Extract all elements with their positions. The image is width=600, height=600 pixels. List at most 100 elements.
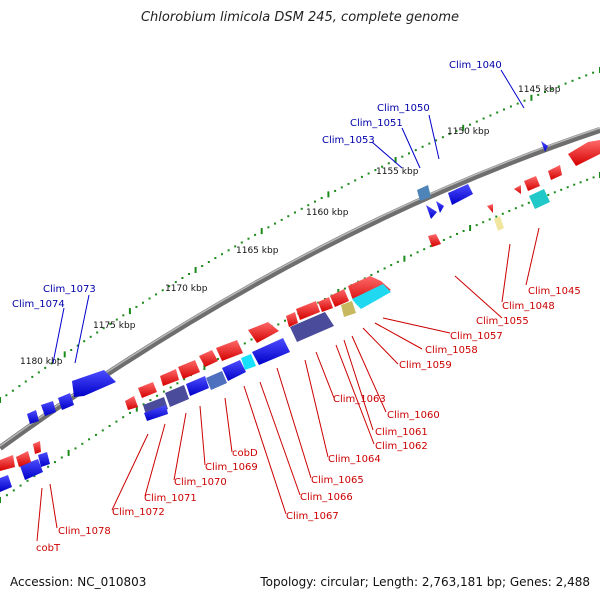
label-clim-1061[interactable]: Clim_1061	[375, 427, 428, 438]
gene-clim-1045-b[interactable]	[548, 165, 562, 180]
gene-clim-1061[interactable]	[330, 289, 349, 307]
outer-tick	[314, 200, 316, 203]
gene-clim-1074[interactable]	[41, 401, 56, 416]
gene-clim-1066[interactable]	[252, 338, 290, 365]
label-clim-1050[interactable]: Clim_1050	[377, 103, 430, 114]
outer-tick	[44, 366, 47, 369]
label-clim-1074[interactable]: Clim_1074	[12, 299, 65, 310]
gene-clim-1073-b[interactable]	[58, 393, 74, 410]
outer-tick	[89, 335, 92, 338]
gene-clim-1059[interactable]	[352, 284, 391, 309]
label-cobT[interactable]: cobT	[36, 543, 61, 554]
gene-clim-1045[interactable]	[568, 140, 600, 166]
outer-tick	[161, 289, 164, 292]
gene-cobD-b[interactable]	[199, 350, 218, 367]
gene-clim-1074-b[interactable]	[27, 410, 39, 424]
outer-tick	[37, 371, 40, 374]
gene-clim-1069[interactable]	[206, 371, 227, 390]
gene-clim-1050[interactable]	[448, 184, 473, 205]
outer-tick	[489, 114, 492, 117]
label-clim-1063[interactable]: Clim_1063	[333, 394, 386, 405]
label-clim-1058[interactable]: Clim_1058	[425, 345, 478, 356]
gene-clim-1067[interactable]	[241, 354, 256, 370]
gene-clim-1048-b[interactable]	[514, 185, 521, 194]
gene-clim-1078-b[interactable]	[38, 452, 50, 467]
label-clim-1048[interactable]: Clim_1048	[502, 301, 555, 312]
outer-tick	[57, 357, 60, 360]
label-clim-1055[interactable]: Clim_1055	[476, 316, 529, 327]
outer-tick	[260, 228, 263, 235]
label-clim-1059[interactable]: Clim_1059	[399, 360, 452, 371]
label-clim-1053[interactable]: Clim_1053	[322, 135, 375, 146]
inner-tick	[176, 382, 179, 385]
outer-tick	[274, 222, 276, 225]
label-clim-1073[interactable]: Clim_1073	[43, 284, 96, 295]
gene-clim-1055-b[interactable]	[494, 216, 504, 231]
gene-clim-1072-d[interactable]	[125, 396, 138, 410]
gene-clim-1053-b[interactable]	[417, 185, 431, 201]
gene-clim-1055[interactable]	[487, 204, 493, 213]
gene-clim-1065[interactable]	[248, 322, 279, 343]
gene-clim-1051[interactable]	[436, 201, 444, 213]
outer-tick	[435, 139, 438, 142]
gene-cobD[interactable]	[216, 340, 243, 361]
label-clim-1065[interactable]: Clim_1065	[311, 475, 364, 486]
label-clim-1040[interactable]: Clim_1040	[449, 60, 502, 71]
inner-tick	[462, 230, 465, 232]
label-clim-1057[interactable]: Clim_1057	[450, 331, 503, 342]
gene-clim-1063[interactable]	[296, 301, 320, 320]
gene-clim-1053[interactable]	[426, 205, 437, 219]
gene-clim-1057[interactable]	[428, 234, 441, 247]
inner-tick	[469, 225, 472, 231]
gene-clim-1060[interactable]	[341, 301, 356, 317]
label-clim-1072[interactable]: Clim_1072	[112, 507, 165, 518]
gene-clim-1071-b[interactable]	[160, 369, 179, 386]
gene-cobT[interactable]	[0, 475, 12, 492]
gene-clim-1078-d[interactable]	[0, 455, 15, 471]
label-clim-1045[interactable]: Clim_1045	[528, 286, 581, 297]
gene-clim-1063-b[interactable]	[286, 312, 298, 327]
label-cobD[interactable]: cobD	[232, 448, 258, 459]
label-clim-1067[interactable]: Clim_1067	[286, 511, 339, 522]
inner-tick	[579, 181, 582, 184]
gene-clim-1067-b[interactable]	[222, 360, 246, 381]
inner-tick	[5, 494, 8, 497]
gene-clim-1078-c[interactable]	[16, 451, 31, 467]
label-clim-1060[interactable]: Clim_1060	[387, 410, 440, 421]
gene-clim-1078[interactable]	[20, 459, 43, 480]
outer-tick	[221, 253, 223, 256]
label-clim-1066[interactable]: Clim_1066	[300, 492, 353, 503]
inner-tick	[343, 287, 346, 290]
label-clim-1051[interactable]: Clim_1051	[350, 118, 403, 129]
gene-clim-1070-b[interactable]	[178, 360, 200, 379]
outer-tick	[544, 91, 546, 93]
inner-tick	[101, 429, 104, 432]
gene-clim-1072-c[interactable]	[138, 382, 157, 398]
gene-clim-1048[interactable]	[524, 176, 540, 191]
gene-clim-1064[interactable]	[290, 312, 334, 342]
gene-clim-1073[interactable]	[72, 370, 116, 397]
label-clim-1070[interactable]: Clim_1070	[174, 477, 227, 488]
label-clim-1064[interactable]: Clim_1064	[328, 454, 381, 465]
gene-clim-1048-c[interactable]	[529, 189, 550, 209]
label-clim-1069[interactable]: Clim_1069	[205, 462, 258, 473]
outer-tick	[340, 186, 343, 189]
outer-tick	[571, 79, 574, 82]
outer-tick	[0, 397, 1, 403]
outer-tick	[142, 301, 144, 304]
gene-clim-1072-b[interactable]	[144, 405, 168, 421]
outer-tick	[347, 182, 350, 185]
inner-tick	[88, 438, 91, 441]
gene-clim-1071[interactable]	[165, 385, 189, 407]
label-clim-1078[interactable]: Clim_1078	[58, 526, 111, 537]
gene-clim-1078-e[interactable]	[33, 441, 41, 454]
outer-tick	[414, 149, 417, 152]
label-clim-1071[interactable]: Clim_1071	[144, 493, 197, 504]
gene-clim-1040[interactable]	[541, 141, 548, 152]
label-leader-lines	[36, 69, 540, 542]
outer-tick	[592, 71, 595, 74]
gene-clim-1070[interactable]	[186, 376, 209, 396]
inner-tick	[390, 264, 393, 267]
gene-clim-1062[interactable]	[318, 297, 333, 312]
label-clim-1062[interactable]: Clim_1062	[375, 441, 428, 452]
